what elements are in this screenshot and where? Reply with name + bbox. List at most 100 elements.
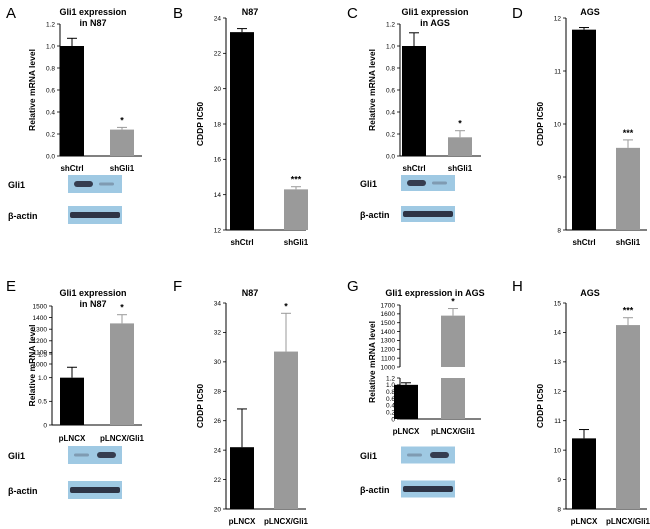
- blot-label-gli1: Gli1: [8, 451, 25, 461]
- bar-shgli1: [110, 129, 134, 156]
- bar-plncx-gli1: [274, 351, 298, 509]
- category-label: pLNCX/Gli1: [606, 517, 650, 526]
- category-label: shCtrl: [60, 164, 83, 173]
- y-tick-label: 1500: [33, 303, 48, 310]
- y-tick-label: 11: [554, 68, 561, 75]
- y-tick-label: 20: [214, 86, 222, 93]
- y-axis-label: Relative mRNA level: [27, 49, 37, 131]
- blot-label-gli1: Gli1: [8, 180, 25, 190]
- y-tick-label: 1.0: [386, 43, 395, 50]
- y-tick-label: 22: [214, 51, 222, 58]
- panel-title: AGS: [580, 288, 600, 298]
- y-axis-label: Relative mRNA level: [367, 49, 377, 131]
- y-tick-label: 30: [214, 359, 222, 366]
- y-axis-label: CDDP IC50: [535, 384, 545, 429]
- y-tick-label: 10: [554, 447, 562, 454]
- blot-strip: [68, 446, 122, 464]
- y-tick-label: 8: [557, 227, 561, 234]
- y-tick-label: 1.0: [386, 382, 395, 389]
- y-tick-label: 1600: [381, 311, 396, 318]
- bar-plncx-gli1-lower: [110, 354, 134, 425]
- blot-label-gli1: Gli1: [360, 451, 377, 461]
- y-tick-label: 0.5: [38, 399, 47, 406]
- panel-letter: D: [512, 5, 523, 22]
- y-tick-label: 9: [557, 174, 561, 181]
- bar-shgli1: [448, 137, 472, 156]
- blot-strip: [68, 175, 122, 193]
- y-tick-label: 12: [554, 15, 562, 22]
- panel-b: B N87 12 14 16 18 20 22 24 CDDP IC50 shCtrl *** shGl…: [173, 5, 309, 247]
- category-label: shGli1: [448, 164, 473, 173]
- y-tick-label: 0.2: [386, 409, 395, 416]
- bar-plncx: [60, 377, 84, 425]
- y-tick-label: 22: [214, 477, 222, 484]
- panel-title: Gli1 expression: [401, 7, 468, 17]
- bar-plncx-gli1-upper: [441, 315, 465, 367]
- y-tick-label: 0.4: [386, 109, 395, 116]
- significance-mark: *: [120, 303, 124, 313]
- panel-title: Gli1 expression in AGS: [385, 288, 484, 298]
- blot-band: [432, 181, 447, 185]
- bar-plncx-gli1-lower: [441, 378, 465, 419]
- significance-mark: *: [458, 119, 462, 129]
- category-label: pLNCX: [571, 517, 598, 526]
- y-tick-label: 1100: [33, 350, 47, 357]
- category-label: pLNCX: [229, 517, 256, 526]
- blot-band: [97, 452, 116, 458]
- y-tick-label: 9: [557, 477, 561, 484]
- y-tick-label: 1000: [33, 361, 48, 368]
- category-label: pLNCX: [59, 434, 86, 443]
- blot-label-beta-actin: β-actin: [360, 485, 390, 495]
- y-tick-label: 24: [214, 15, 222, 22]
- y-tick-label: 34: [214, 300, 222, 307]
- bar-shctrl: [60, 46, 84, 156]
- y-tick-label: 28: [214, 389, 222, 396]
- category-label: shCtrl: [572, 238, 595, 247]
- y-tick-label: 1400: [33, 315, 48, 322]
- y-axis-label: CDDP IC50: [195, 102, 205, 147]
- panel-title: N87: [242, 7, 259, 17]
- significance-mark: ***: [623, 128, 634, 138]
- significance-mark: ***: [291, 175, 302, 185]
- category-label: shGli1: [110, 164, 135, 173]
- panel-letter: F: [173, 278, 182, 295]
- significance-mark: *: [120, 115, 124, 125]
- y-tick-label: 1.0: [46, 43, 55, 50]
- y-tick-label: 12: [214, 227, 222, 234]
- blot-label-beta-actin: β-actin: [8, 486, 38, 496]
- bar-plncx-gli1-upper: [110, 323, 134, 364]
- y-tick-label: 0: [43, 422, 47, 429]
- y-tick-label: 15: [554, 300, 562, 307]
- y-axis-label: Relative mRNA level: [27, 325, 37, 407]
- y-tick-label: 0.4: [386, 403, 395, 410]
- y-tick-label: 18: [214, 121, 222, 128]
- y-tick-label: 8: [557, 506, 561, 513]
- y-tick-label: 16: [214, 157, 222, 164]
- y-tick-label: 1000: [381, 364, 396, 371]
- y-tick-label: 1300: [381, 338, 396, 345]
- y-tick-label: 1500: [381, 320, 396, 327]
- bar-shctrl: [402, 46, 426, 156]
- category-label: pLNCX: [393, 427, 420, 436]
- y-tick-label: 14: [214, 192, 222, 199]
- panel-title: in AGS: [420, 18, 450, 28]
- bar-plncx: [230, 447, 254, 509]
- blot-band: [407, 180, 426, 186]
- panel-title: in N87: [79, 299, 106, 309]
- panel-letter: B: [173, 5, 183, 22]
- y-tick-label: 1.0: [38, 375, 47, 382]
- y-tick-label: 10: [554, 121, 562, 128]
- blot-strip: [401, 175, 455, 191]
- blot-band: [403, 486, 453, 492]
- panel-h: H AGS 8 9 10 11 12 13 14 15 CDDP IC50 pLNCX *** pLNCX…: [512, 278, 650, 526]
- blot-band: [430, 452, 449, 458]
- bar-plncx: [394, 384, 418, 419]
- y-tick-label: 1400: [381, 329, 396, 336]
- y-tick-label: 26: [214, 418, 222, 425]
- panel-d: D AGS 8 9 10 11 12 CDDP IC50 shCtrl *** shGli1: [512, 5, 647, 247]
- panel-g: G Gli1 expression in AGS00.20.40.60.81.01…: [347, 278, 485, 498]
- y-axis-label: CDDP IC50: [535, 102, 545, 147]
